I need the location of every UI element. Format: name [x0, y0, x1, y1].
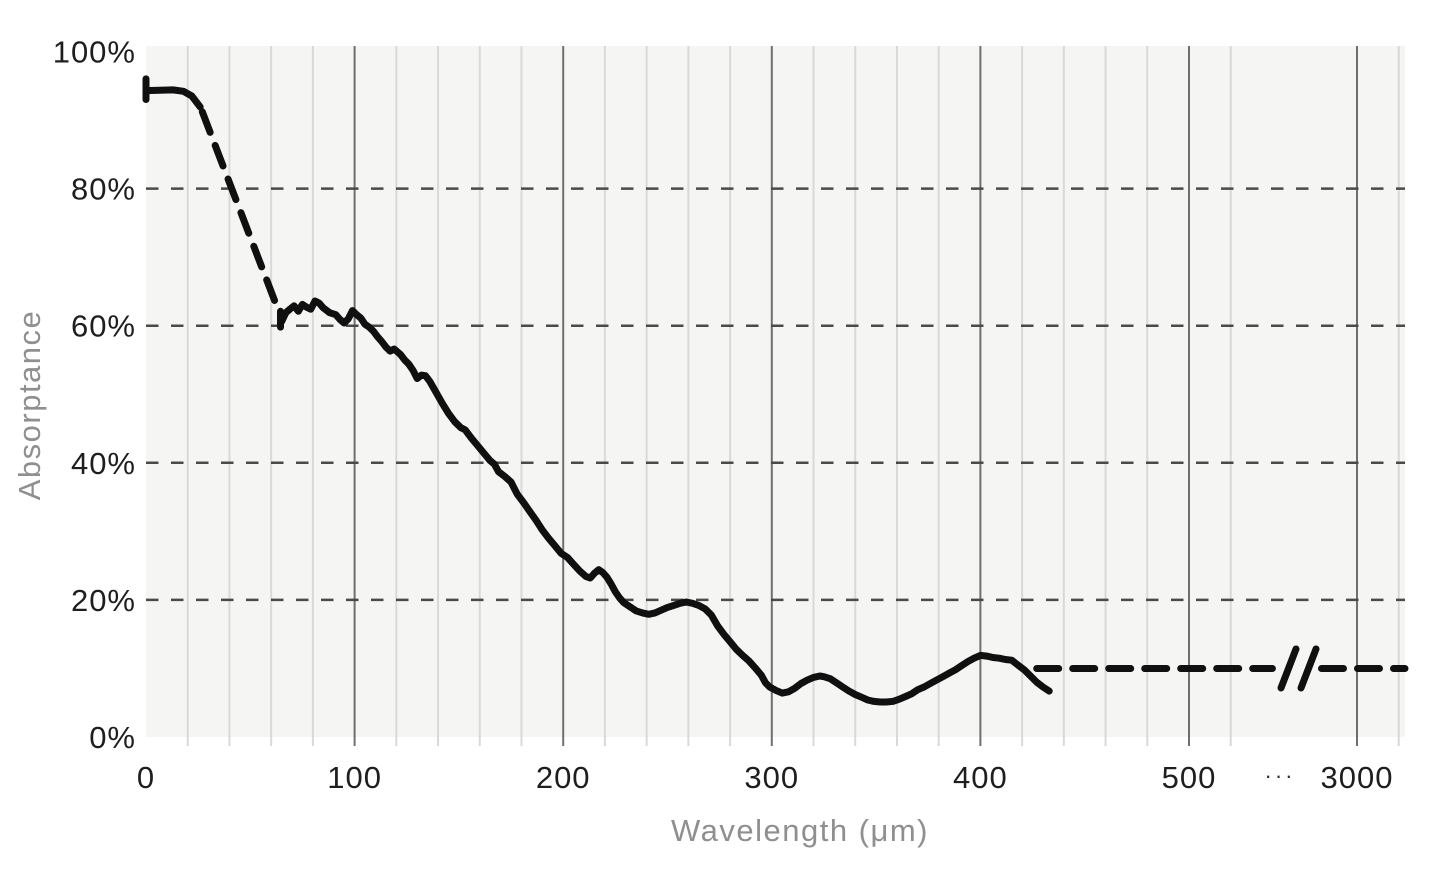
y-tick-label: 80%	[71, 172, 136, 207]
series-absorptance-solid-segment	[278, 297, 1053, 706]
axis-break-dots: ···	[1265, 763, 1296, 788]
axis-break-slash	[1297, 645, 1320, 692]
y-tick-label: 60%	[71, 309, 136, 344]
x-tick-label: 400	[953, 760, 1008, 795]
y-tick-label: 0%	[89, 720, 136, 755]
x-tick-label: 300	[744, 760, 799, 795]
x-tick-label: 3000	[1321, 760, 1394, 795]
series-absorptance-solid-segment	[142, 86, 204, 111]
y-tick-label: 100%	[53, 35, 136, 70]
x-axis-title: Wavelength (μm)	[671, 813, 929, 848]
x-tick-label: 500	[1162, 760, 1217, 795]
series-absorptance-dashed-segment	[198, 108, 283, 317]
plot-background	[146, 46, 1405, 737]
x-tick-label: 200	[536, 760, 591, 795]
x-tick-label: 100	[327, 760, 382, 795]
axis-break-slash	[1277, 645, 1300, 692]
x-tick-label: 0	[137, 760, 155, 795]
y-tick-label: 40%	[71, 446, 136, 481]
y-tick-label: 20%	[71, 583, 136, 618]
